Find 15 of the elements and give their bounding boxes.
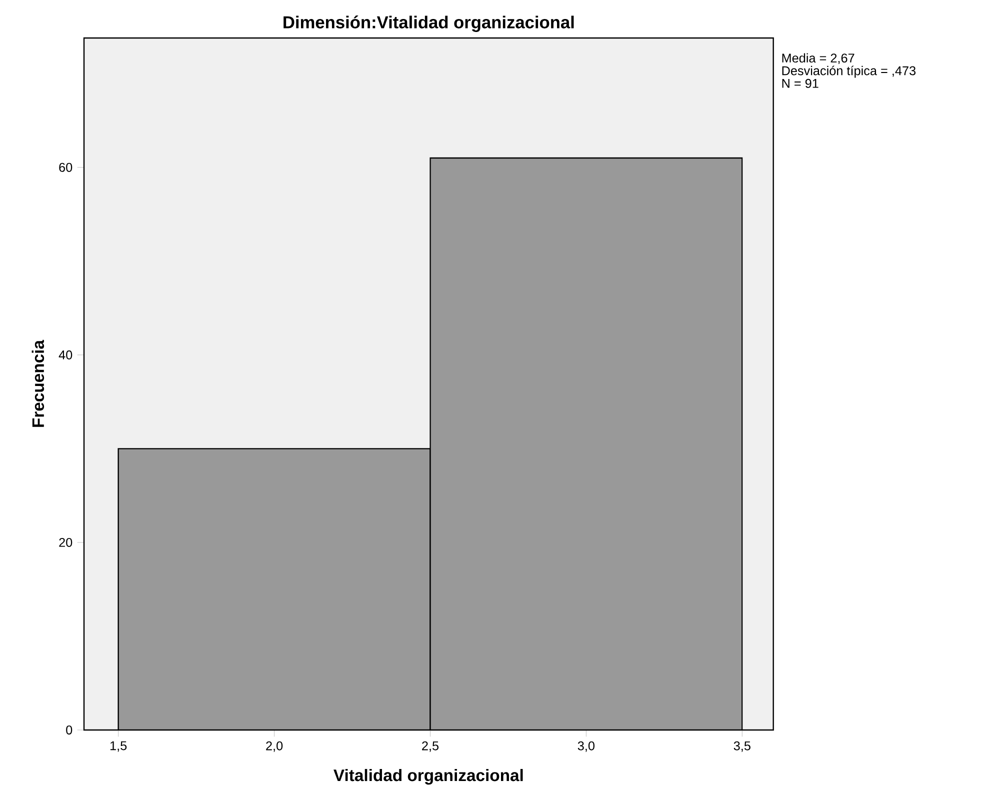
text: Desviación típica = ,473: [782, 66, 916, 78]
x-tick-label: 3,5: [734, 741, 750, 752]
y-tick-label: 40: [58, 350, 72, 360]
x-tick-label: 1,5: [110, 741, 127, 752]
y-axis-title: Frecuencia: [32, 340, 44, 427]
x-axis-title: Vitalidad organizacional: [334, 768, 523, 785]
y-tick-label: 0: [66, 726, 72, 734]
x-tick-label: 2,5: [422, 741, 439, 752]
y-tick-label: 20: [59, 538, 72, 547]
text: N = 91: [782, 78, 818, 88]
x-tick-label: 2,0: [266, 741, 283, 752]
x-tick-label: 3,0: [578, 741, 594, 752]
text: Media = 2,67: [782, 53, 854, 64]
chart-title: Dimensión:Vitalidad organizacional: [284, 16, 574, 32]
y-tick-label: 60: [59, 162, 72, 172]
